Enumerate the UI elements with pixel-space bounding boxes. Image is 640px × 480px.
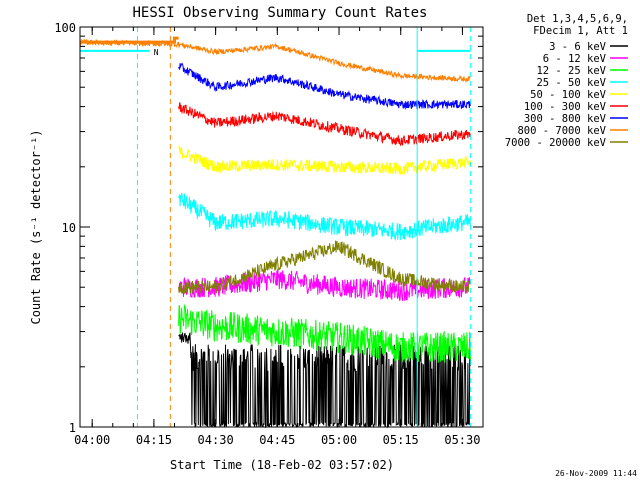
legend-entry-label: 100 - 300 keV	[524, 101, 607, 113]
x-tick-label: 04:45	[259, 433, 295, 447]
night-marker-label: N	[154, 48, 159, 57]
x-tick-label: 05:15	[383, 433, 419, 447]
legend-header-line: Det 1,3,4,5,6,9,	[527, 13, 628, 25]
chart-title: HESSI Observing Summary Count Rates	[132, 5, 427, 21]
series-7000-20000keV-line	[178, 240, 471, 295]
series-100-300keV-line	[178, 102, 471, 147]
x-tick-label: 04:00	[74, 433, 110, 447]
series-50-100keV-line	[178, 145, 471, 176]
series-25-50keV-line	[178, 192, 471, 242]
x-tick-label: 04:15	[136, 433, 172, 447]
x-axis-label: Start Time (18-Feb-02 03:57:02)	[170, 458, 394, 472]
x-tick-label: 04:30	[198, 433, 234, 447]
legend-entry-label: 50 - 100 keV	[530, 89, 607, 101]
series-6-12keV-line	[178, 268, 471, 302]
legend-entry-label: 25 - 50 keV	[536, 77, 606, 89]
y-axis-label: Count Rate (s⁻¹ detector⁻¹)	[29, 129, 43, 324]
legend-entry-label: 12 - 25 keV	[536, 65, 606, 77]
markers-layer: N	[80, 27, 472, 427]
legend: Det 1,3,4,5,6,9,FDecim 1, Att 1 3 - 6 keV…	[505, 13, 628, 149]
x-tick-label: 05:30	[444, 433, 480, 447]
y-tick-label: 100	[54, 21, 76, 35]
x-tick-label: 05:00	[321, 433, 357, 447]
legend-entry-label: 3 - 6 keV	[549, 41, 607, 53]
axes-layer: 04:00 04:15 04:30 04:45 05:00 05:15 05:30 1 10 10…	[54, 21, 484, 447]
series-12-25keV-line	[178, 303, 471, 363]
y-tick-label: 1	[69, 421, 76, 435]
y-tick-label: 10	[62, 221, 76, 235]
legend-entry-label: 6 - 12 keV	[543, 53, 607, 65]
legend-header-line: FDecim 1, Att 1	[533, 25, 628, 37]
series-300-800keV-line	[178, 62, 471, 110]
series-3-6keV-line	[178, 332, 471, 429]
footer-timestamp: 26-Nov-2009 11:44	[555, 469, 637, 478]
legend-entry-label: 7000 - 20000 keV	[505, 137, 607, 149]
curves-layer	[79, 36, 471, 429]
legend-entry-label: 800 - 7000 keV	[517, 125, 606, 137]
series-800-7000keV-line	[79, 38, 471, 84]
legend-entry-label: 300 - 800 keV	[524, 113, 607, 125]
